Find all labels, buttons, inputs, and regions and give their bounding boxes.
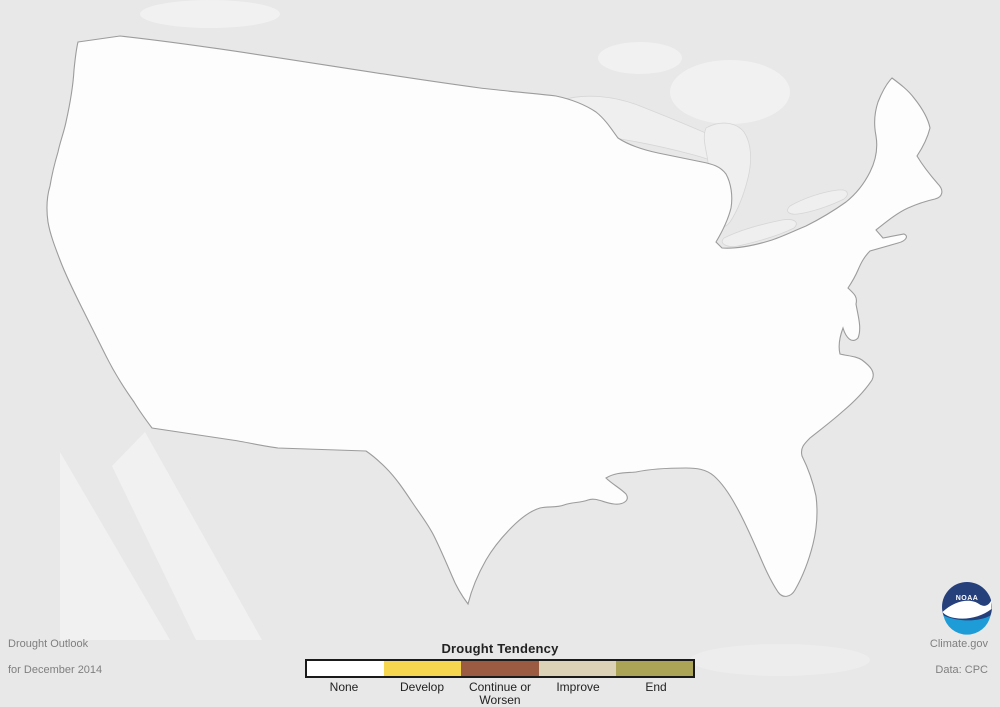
legend-label-continue-or-worsen: Continue or Worsen [468, 680, 532, 707]
lake-erie [721, 219, 797, 247]
source-credit-line1: Climate.gov [929, 638, 988, 650]
legend-label-develop: Develop [399, 680, 445, 694]
legend-labels: None Develop Continue or Worsen Improve … [305, 681, 695, 707]
legend-title: Drought Tendency [441, 641, 559, 656]
lake-ontario [787, 189, 848, 215]
terrain-shading [60, 0, 870, 676]
noaa-logo-text: NOAA [956, 595, 979, 602]
legend-swatch-none [307, 661, 385, 676]
legend-swatch-develop [384, 661, 462, 676]
source-credit-line2: Data: CPC [935, 664, 988, 676]
legend-swatch-end [615, 661, 694, 676]
legend-label-improve: Improve [556, 680, 600, 694]
noaa-logo: NOAA [942, 582, 992, 635]
noaa-seagull-icon [942, 600, 992, 619]
noaa-wave [943, 615, 991, 635]
legend-label-end: End [645, 680, 667, 694]
drought-tendency-legend: Drought Tendency None Develop Continue o… [305, 641, 695, 707]
outlook-credit-line1: Drought Outlook [8, 638, 89, 650]
legend-swatch-continue-or-worsen [461, 661, 539, 676]
legend-label-none: None [329, 680, 359, 694]
legend-swatch-improve [538, 661, 616, 676]
outlook-credit-line2: for December 2014 [8, 664, 103, 676]
outlook-credit: Drought Outlook for December 2014 [8, 638, 102, 677]
source-credit: Climate.gov Data: CPC [930, 638, 988, 677]
legend-color-bar [305, 659, 695, 678]
